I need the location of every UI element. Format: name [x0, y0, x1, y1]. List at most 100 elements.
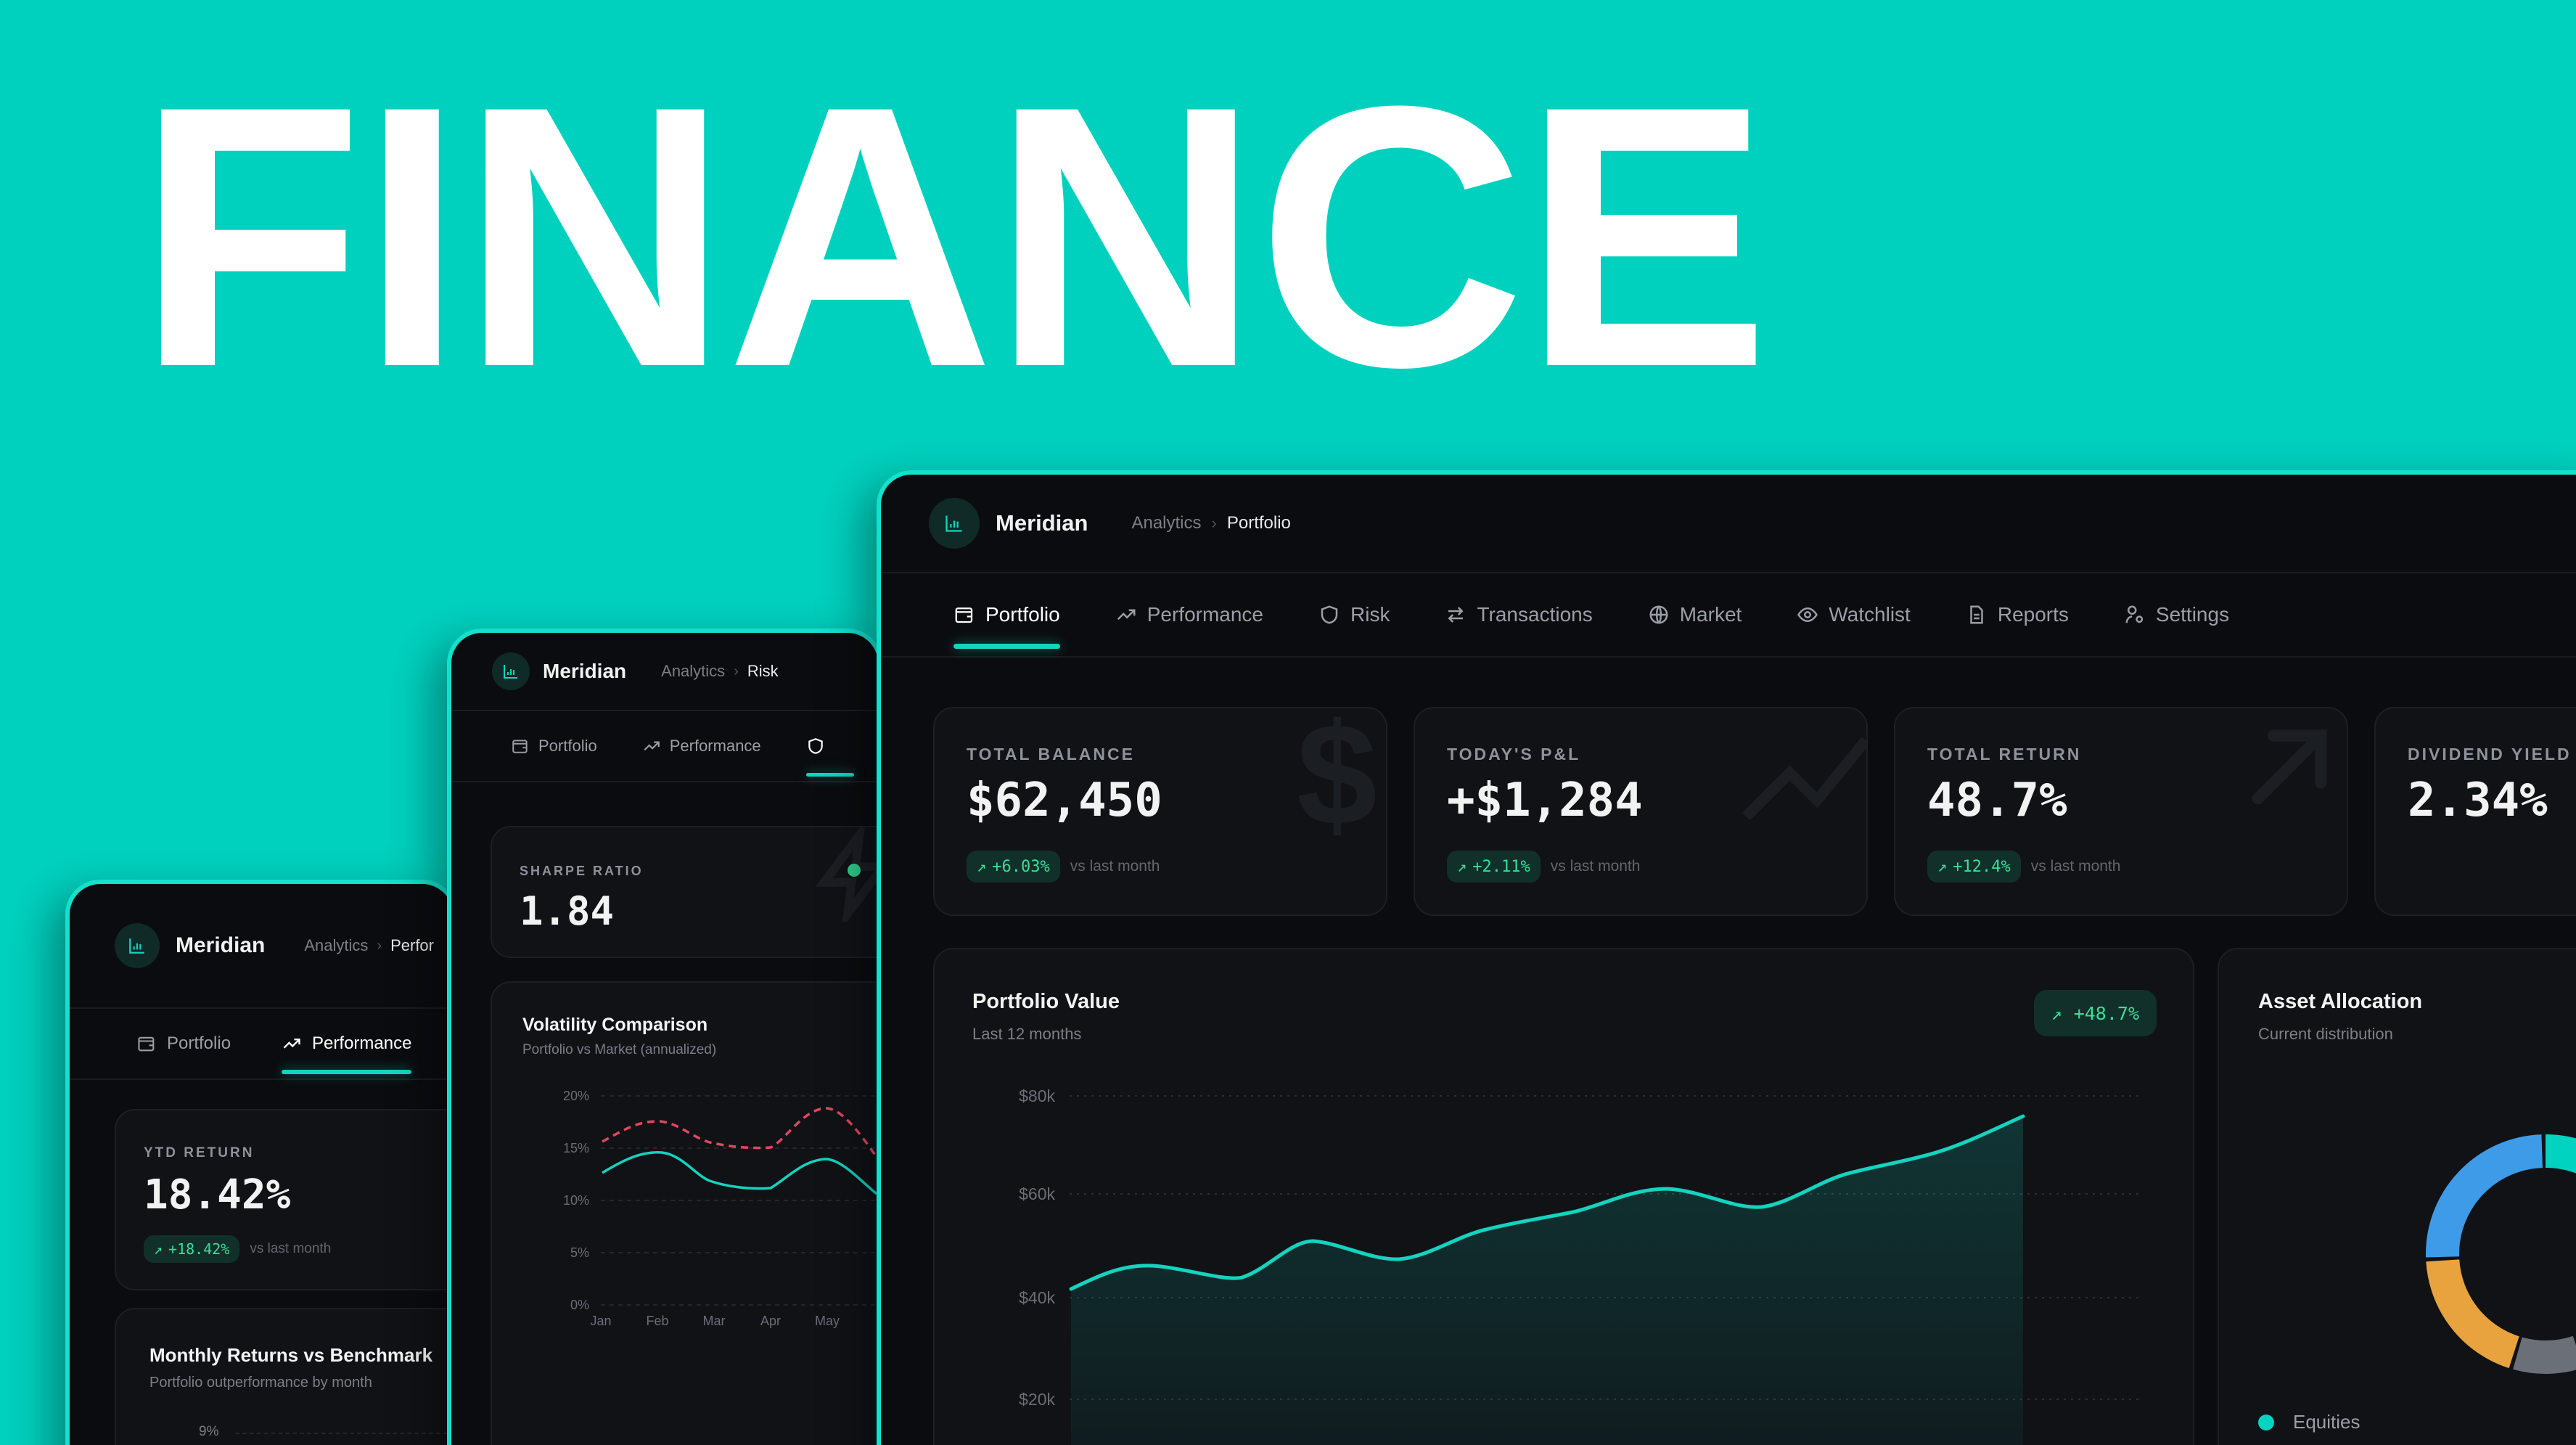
- tab-performance[interactable]: Performance: [642, 711, 761, 781]
- portfolio-window: Meridian Analytics › Portfolio Portfolio…: [877, 470, 2576, 1445]
- arrow-up-right-icon: ↗: [977, 857, 987, 876]
- tab-watchlist[interactable]: Watchlist: [1797, 573, 1911, 656]
- svg-text:0%: 0%: [570, 1298, 589, 1312]
- dollar-icon: $: [1296, 707, 1377, 856]
- user-settings-icon: [2125, 605, 2144, 623]
- growth-badge: ↗ +48.7%: [2033, 990, 2157, 1036]
- asset-allocation-card: Asset Allocation Current distribution Eq…: [2218, 948, 2576, 1445]
- tab-portfolio[interactable]: Portfolio: [511, 711, 597, 781]
- breadcrumb-separator: ›: [734, 663, 739, 679]
- change-badge: ↗ +2.11%: [1447, 851, 1541, 883]
- svg-text:$80k: $80k: [1019, 1086, 1055, 1105]
- change-badge: ↗ +12.4%: [1927, 851, 2021, 883]
- wallet-icon: [138, 1036, 155, 1052]
- shield-icon: [1321, 605, 1338, 624]
- tab-reports[interactable]: Reports: [1966, 573, 2069, 656]
- window-topbar: Meridian Analytics › Portfolio: [881, 475, 2576, 573]
- logo-badge[interactable]: [115, 923, 160, 968]
- tab-bar: Portfolio Performance .win.mid .tab.acti…: [451, 711, 878, 782]
- card-title: Monthly Returns vs Benchmark: [149, 1344, 433, 1366]
- bar-chart-icon: [129, 938, 144, 954]
- card-subtitle: Last 12 months: [972, 1025, 1082, 1043]
- todays-pnl-card: TODAY'S P&L +$1,284 ↗ +2.11% vs last mon…: [1414, 707, 1868, 916]
- globe-icon: [1649, 605, 1668, 624]
- dividend-yield-card: DIVIDEND YIELD 2.34%: [2374, 707, 2576, 916]
- card-title: Volatility Comparison: [522, 1015, 708, 1035]
- card-subtitle: Portfolio vs Market (annualized): [522, 1042, 717, 1057]
- tab-settings[interactable]: Settings: [2124, 573, 2229, 656]
- svg-text:20%: 20%: [563, 1089, 589, 1103]
- svg-text:$60k: $60k: [1019, 1184, 1055, 1203]
- tab-market[interactable]: Market: [1648, 573, 1742, 656]
- brand-name: Meridian: [996, 510, 1088, 536]
- legend-item-equities: Equities: [2258, 1411, 2360, 1433]
- total-balance-card: $ TOTAL BALANCE $62,450 ↗ +6.03% vs last…: [933, 707, 1387, 916]
- logo-badge[interactable]: [929, 498, 980, 549]
- svg-text:15%: 15%: [563, 1141, 589, 1155]
- lightning-icon: [815, 827, 878, 922]
- asset-allocation-donut: [2426, 1134, 2576, 1374]
- window-topbar: Meridian Analytics › Risk: [451, 633, 878, 711]
- tab-performance[interactable]: Performance .win.left .tab.active::after…: [282, 1009, 412, 1078]
- window-topbar: Meridian Analytics › Perfor: [70, 884, 453, 1009]
- wallet-icon: [955, 607, 973, 623]
- card-title: Asset Allocation: [2258, 990, 2423, 1013]
- logo-badge[interactable]: [492, 652, 530, 690]
- portfolio-area-chart: $80k $60k $40k $20k: [1019, 1086, 2139, 1445]
- breadcrumb-current: Risk: [747, 662, 779, 680]
- card-title: Portfolio Value: [972, 990, 1120, 1013]
- shield-icon: [808, 738, 823, 754]
- card-subtitle: Portfolio outperformance by month: [149, 1375, 372, 1391]
- breadcrumb-parent[interactable]: Analytics: [661, 662, 726, 680]
- breadcrumb-separator: ›: [377, 937, 382, 954]
- tab-risk[interactable]: Risk: [1318, 573, 1390, 656]
- stat-value: 1.84: [520, 888, 615, 934]
- arrow-up-right-icon: ↗: [2051, 1002, 2062, 1024]
- arrow-up-right-icon: ↗: [154, 1240, 163, 1258]
- trending-up-icon: [1117, 609, 1136, 621]
- change-badge: ↗ +18.42%: [144, 1235, 240, 1263]
- document-icon: [1970, 605, 1983, 624]
- bar-chart-icon: [504, 665, 517, 679]
- gridline: [235, 1433, 453, 1434]
- svg-text:Feb: Feb: [646, 1314, 668, 1328]
- risk-window: Meridian Analytics › Risk Portfolio Perf…: [447, 629, 882, 1445]
- volatility-line-chart: 20% 15% 10% 5% 0% Jan Feb Mar Apr May: [563, 1089, 878, 1328]
- total-return-card: TOTAL RETURN 48.7% ↗ +12.4% vs last mont…: [1894, 707, 2348, 916]
- tab-bar: Portfolio .win.main .tab.active::after{h…: [881, 573, 2576, 658]
- trending-up-icon: [283, 1039, 300, 1049]
- portfolio-value-card: Portfolio Value Last 12 months ↗ +48.7% …: [933, 948, 2194, 1445]
- trending-up-icon: [644, 741, 660, 751]
- breadcrumb-parent[interactable]: Analytics: [1131, 513, 1202, 533]
- volatility-card: Volatility Comparison Portfolio vs Marke…: [491, 981, 878, 1445]
- tab-portfolio[interactable]: Portfolio: [136, 1009, 231, 1078]
- change-note: vs last month: [250, 1241, 332, 1256]
- eye-icon: [1797, 607, 1818, 623]
- bar-chart-icon: [946, 515, 962, 532]
- tab-risk[interactable]: .win.mid .tab.active::after{height:5px;b…: [805, 711, 854, 781]
- tab-transactions[interactable]: Transactions: [1445, 573, 1593, 656]
- breadcrumb-current: Portfolio: [1226, 513, 1291, 533]
- ytd-return-card: YTD RETURN 18.42% ↗ +18.42% vs last mont…: [115, 1109, 453, 1290]
- tab-performance[interactable]: Performance: [1115, 573, 1263, 656]
- arrow-up-right-icon: ↗: [1937, 857, 1948, 876]
- svg-text:5%: 5%: [570, 1245, 589, 1260]
- svg-text:May: May: [815, 1314, 840, 1328]
- svg-text:Mar: Mar: [703, 1314, 726, 1328]
- legend-dot: [2258, 1414, 2274, 1430]
- arrow-up-right-icon: [2252, 729, 2327, 805]
- monthly-returns-card: Monthly Returns vs Benchmark Portfolio o…: [115, 1308, 453, 1445]
- breadcrumb-separator: ›: [1211, 514, 1217, 532]
- stat-label: SHARPE RATIO: [520, 864, 644, 878]
- stat-label: YTD RETURN: [144, 1145, 255, 1160]
- brand-name: Meridian: [176, 933, 266, 957]
- y-tick: 9%: [199, 1424, 219, 1439]
- stat-value: 18.42%: [144, 1171, 291, 1219]
- status-indicator-dot: [848, 864, 861, 877]
- svg-text:Apr: Apr: [760, 1314, 781, 1328]
- breadcrumb-parent[interactable]: Analytics: [304, 936, 369, 954]
- performance-window: Meridian Analytics › Perfor Portfolio Pe…: [65, 880, 457, 1445]
- tab-portfolio[interactable]: Portfolio .win.main .tab.active::after{h…: [953, 573, 1060, 656]
- svg-text:$20k: $20k: [1019, 1390, 1055, 1409]
- wallet-icon: [512, 740, 528, 753]
